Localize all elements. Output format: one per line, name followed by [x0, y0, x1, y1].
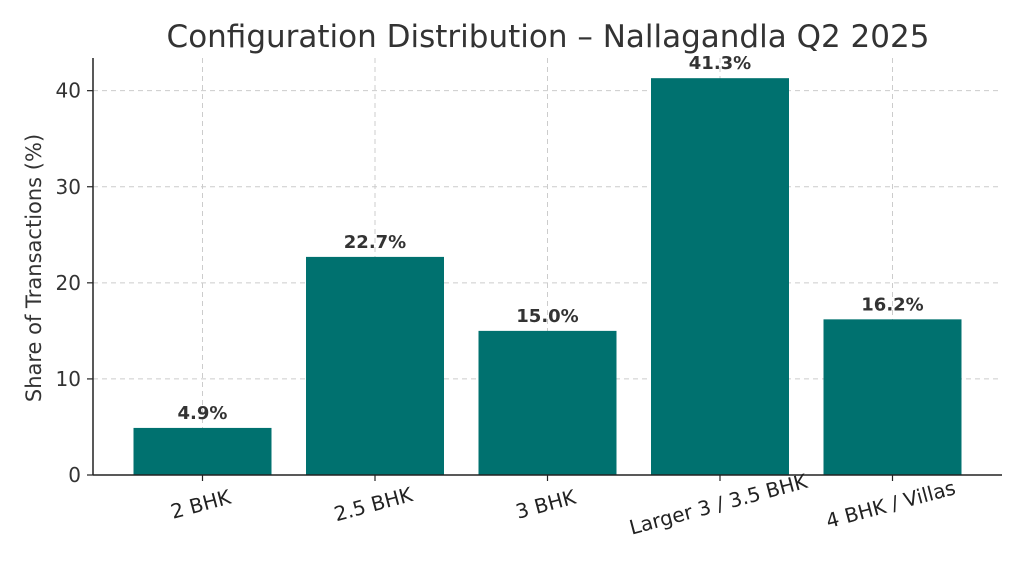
x-category-label: 3 BHK	[513, 485, 579, 524]
bar	[133, 427, 272, 475]
x-category-label: 2.5 BHK	[331, 482, 415, 526]
y-tick-label: 10	[56, 367, 81, 391]
bar-data-label: 41.3%	[689, 53, 751, 74]
chart-title: Configuration Distribution – Nallagandla…	[167, 19, 930, 55]
bars-layer	[133, 78, 962, 475]
x-category-label: Larger 3 / 3.5 BHK	[627, 469, 811, 540]
bar	[651, 78, 789, 475]
bar	[306, 256, 444, 475]
axes-layer	[87, 58, 1002, 481]
x-category-label: 2 BHK	[168, 485, 234, 524]
y-tick-label: 20	[56, 271, 81, 295]
bar-data-label: 22.7%	[344, 232, 406, 253]
bar-data-label: 16.2%	[861, 294, 923, 315]
y-tick-label: 30	[56, 175, 81, 199]
y-tick-label: 40	[56, 79, 81, 103]
x-category-label: 4 BHK / Villas	[823, 475, 958, 533]
bar	[478, 330, 617, 475]
y-tick-label: 0	[68, 463, 81, 487]
bar-data-label: 15.0%	[516, 306, 578, 327]
y-axis-label: Share of Transactions (%)	[22, 134, 46, 402]
bar-data-label: 4.9%	[178, 403, 228, 424]
bar	[823, 319, 962, 475]
